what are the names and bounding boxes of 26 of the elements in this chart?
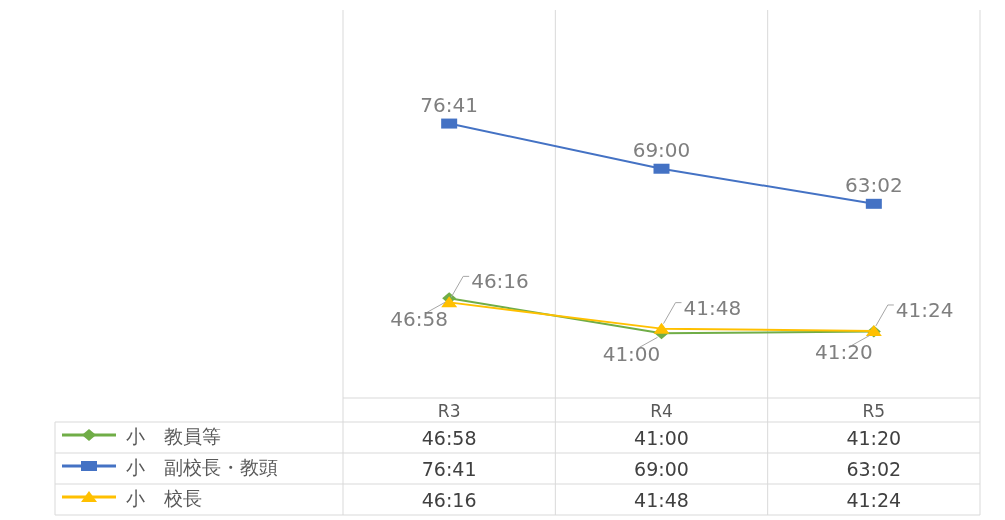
point xyxy=(653,322,670,334)
text: 63:02 xyxy=(845,172,903,197)
data-label: 76:41 xyxy=(421,458,477,480)
data-label: 46:16 xyxy=(421,489,477,511)
text: 41:00 xyxy=(602,342,661,367)
text: 69:00 xyxy=(632,137,691,162)
text: 76:41 xyxy=(420,92,478,117)
text: 41:24 xyxy=(895,297,954,322)
legend-label: 小 校長 xyxy=(126,487,202,509)
x-tick-label: R4 xyxy=(650,401,673,421)
legend-label: 小 副校長・教頭 xyxy=(126,456,278,478)
data-label: 41:24 xyxy=(846,489,902,511)
data-label: 63:02 xyxy=(846,458,902,480)
data-label: 41:00 xyxy=(634,427,689,449)
point xyxy=(441,296,458,308)
x-tick-label: R5 xyxy=(862,401,886,421)
text: 46:16 xyxy=(471,269,529,294)
text: 46:58 xyxy=(390,307,448,332)
data-label: 41:20 xyxy=(846,427,902,449)
data-label: 69:00 xyxy=(634,458,689,480)
legend-label: 小 教員等 xyxy=(126,425,221,447)
text: 41:20 xyxy=(815,340,873,365)
x-tick-label: R3 xyxy=(437,401,461,421)
data-label: 41:48 xyxy=(634,489,689,511)
text: 41:48 xyxy=(683,295,742,320)
data-label: 46:58 xyxy=(421,427,477,449)
